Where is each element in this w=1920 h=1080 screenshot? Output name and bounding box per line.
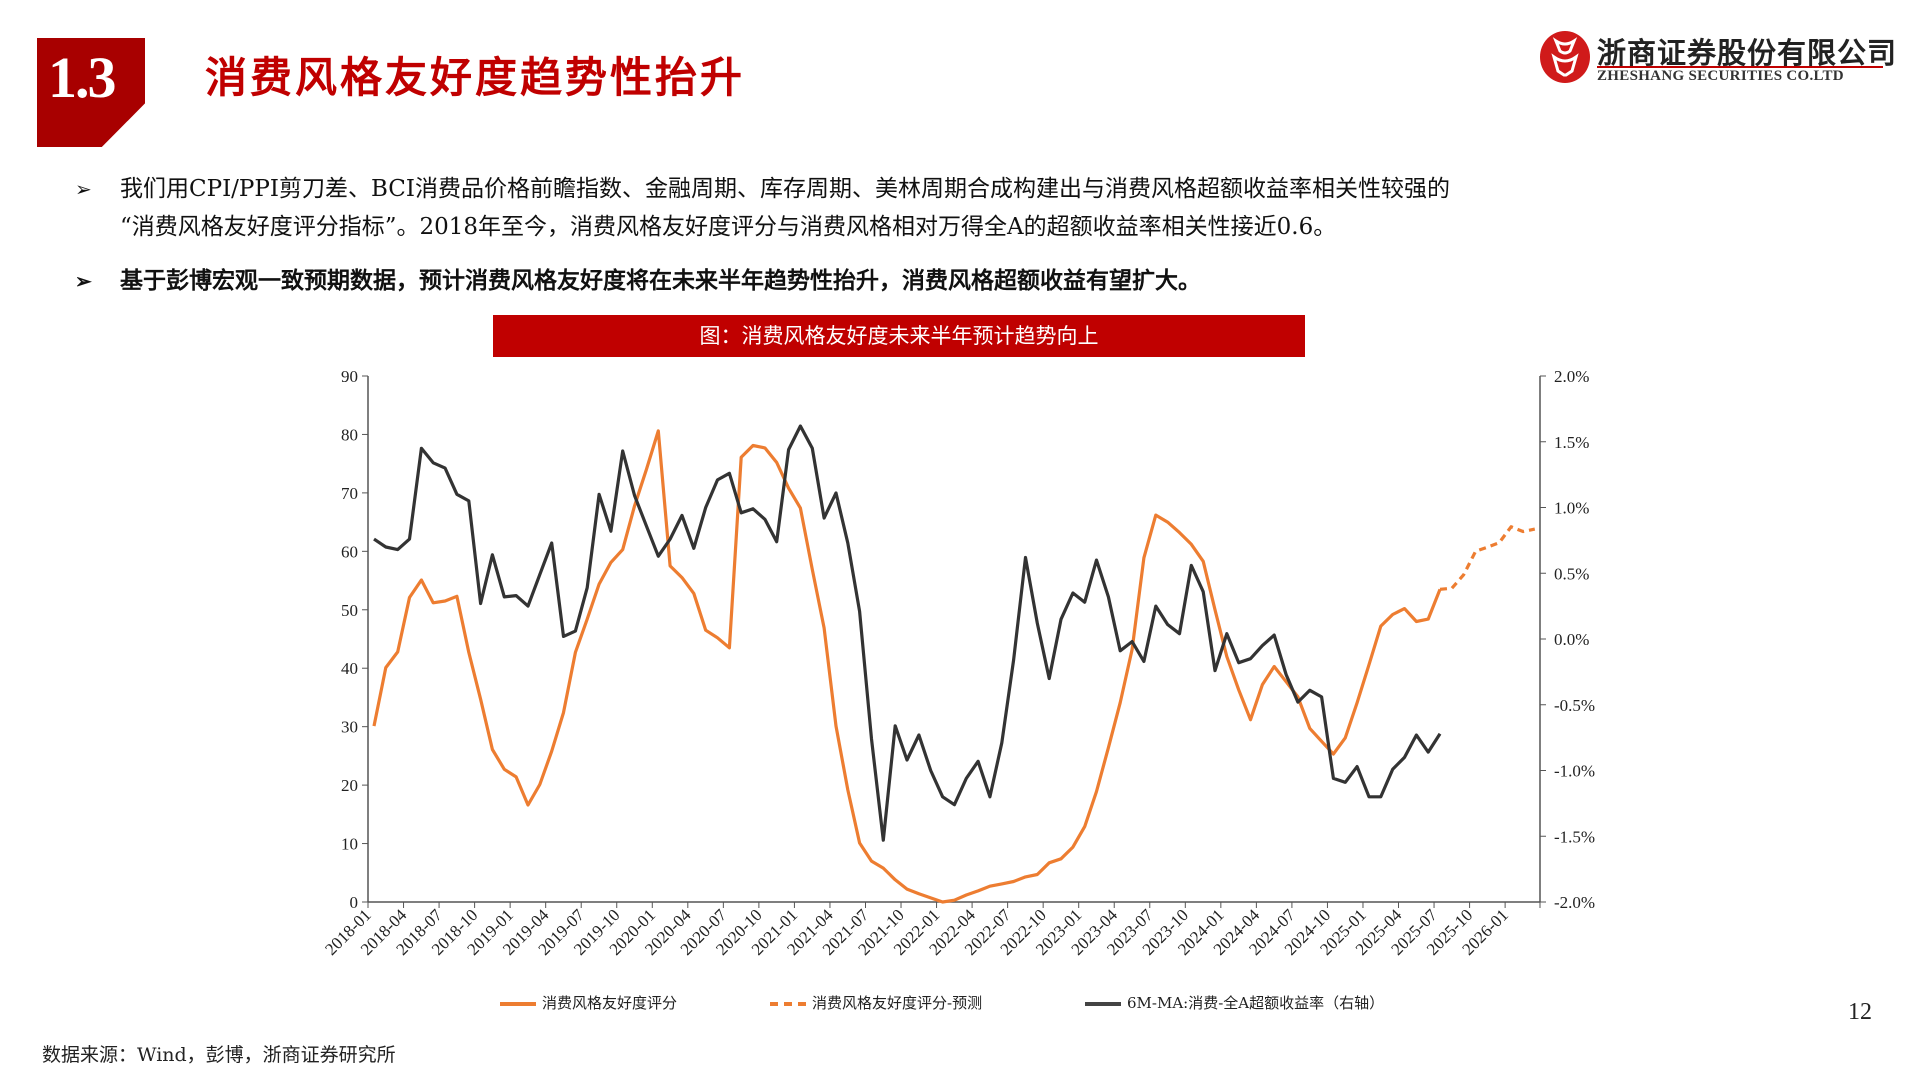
section-number: 1.3 [48, 45, 116, 110]
right-axis-tick-label: -1.5% [1554, 827, 1595, 846]
left-axis-tick-label: 80 [341, 425, 358, 444]
bullet-1-line-1: 我们用CPI/PPI剪刀差、BCI消费品价格前瞻指数、金融周期、库存周期、美林周… [120, 176, 1450, 202]
chart-axes: 0 10 20 30 40 50 60 70 80 90 -2.0% -1.5% -1.0% -0.5% 0… [321, 367, 1595, 959]
left-axis-tick-label: 40 [341, 659, 358, 678]
right-axis-tick-label: -2.0% [1554, 893, 1595, 912]
right-axis-tick-label: 0.5% [1554, 564, 1589, 583]
right-axis-tick-label: -1.0% [1554, 762, 1595, 781]
company-name-en: ZHESHANG SECURITIES CO.LTD [1597, 68, 1844, 84]
page-title: 消费风格友好度趋势性抬升 [205, 53, 746, 102]
dashed-orange-line-icon [770, 1002, 806, 1006]
left-axis-tick-label: 10 [341, 835, 358, 854]
legend-item-forecast: 消费风格友好度评分-预测 [770, 992, 982, 1013]
series-line [1439, 525, 1536, 591]
series-line [372, 429, 1442, 904]
right-axis-tick-label: 0.0% [1554, 630, 1589, 649]
left-axis-tick-label: 90 [341, 367, 358, 386]
line-chart: 0 10 20 30 40 50 60 70 80 90 -2.0% -1.5% -1.0% -0.5% 0… [321, 367, 1595, 959]
chart-lines [372, 424, 1536, 904]
left-axis-tick-label: 30 [341, 718, 358, 737]
right-axis-tick-label: 1.5% [1554, 433, 1589, 452]
logo-divider [1597, 66, 1883, 68]
left-axis-tick-label: 0 [350, 893, 359, 912]
chart-title: 图：消费风格友好度未来半年预计趋势向上 [493, 315, 1305, 357]
solid-orange-line-icon [500, 1002, 536, 1006]
company-name-cn: 浙商证券股份有限公司 [1597, 36, 1898, 70]
left-axis-tick-label: 50 [341, 601, 358, 620]
zheshang-logo-icon [1540, 31, 1590, 83]
bullet-1-line-2: “消费风格友好度评分指标”。2018年至今，消费风格友好度评分与消费风格相对万得… [120, 214, 1337, 240]
left-axis-tick-label: 60 [341, 542, 358, 561]
page-number: 12 [1848, 999, 1872, 1025]
series-line [373, 424, 1442, 842]
legend-item-score: 消费风格友好度评分 [500, 992, 677, 1013]
left-axis-tick-label: 70 [341, 484, 358, 503]
solid-dark-line-icon [1085, 1002, 1121, 1006]
right-axis-tick-label: -0.5% [1554, 696, 1595, 715]
right-axis-tick-label: 2.0% [1554, 367, 1589, 386]
data-source: 数据来源：Wind，彭博，浙商证券研究所 [42, 1044, 396, 1066]
arrow-bullet-icon: ➢ [75, 269, 92, 293]
arrow-bullet-icon: ➢ [75, 177, 92, 201]
legend-item-excess-return: 6M-MA:消费-全A超额收益率（右轴） [1085, 992, 1384, 1013]
bullet-2-line-1: 基于彭博宏观一致预期数据，预计消费风格友好度将在未来半年趋势性抬升，消费风格超额… [120, 267, 1201, 294]
left-axis-tick-label: 20 [341, 776, 358, 795]
right-axis-tick-label: 1.0% [1554, 499, 1589, 518]
